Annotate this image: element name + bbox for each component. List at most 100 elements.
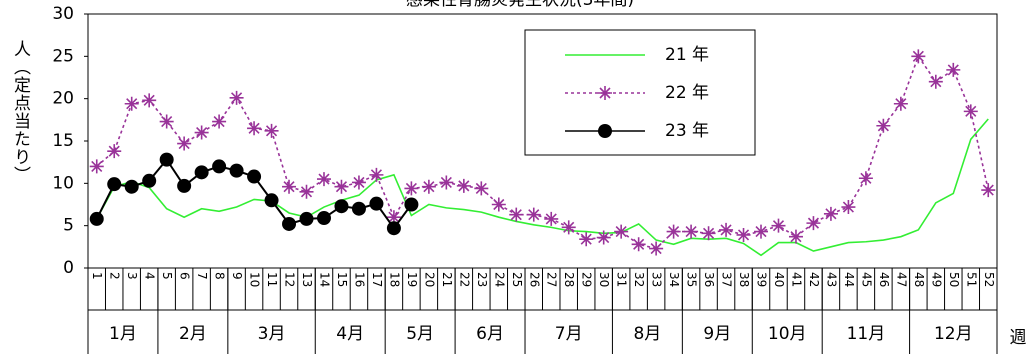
- month-label: 2月: [179, 324, 207, 344]
- x-tick-label: 44: [842, 272, 856, 287]
- marker-star: [893, 96, 908, 111]
- month-label: 5月: [406, 324, 434, 344]
- marker-star: [229, 90, 244, 105]
- x-tick-label: 36: [702, 272, 716, 287]
- x-tick-label: 21: [440, 272, 454, 287]
- marker-star: [299, 184, 314, 199]
- x-tick-label: 17: [370, 272, 384, 287]
- x-tick-label: 33: [650, 272, 664, 287]
- x-tick-label: 27: [545, 272, 559, 287]
- x-tick-label: 45: [859, 272, 873, 287]
- marker-star: [858, 171, 873, 186]
- x-tick-label: 24: [492, 272, 506, 287]
- legend-label: 22 年: [665, 83, 709, 103]
- marker-circle: [159, 152, 174, 167]
- marker-star: [719, 222, 734, 237]
- marker-circle: [229, 163, 244, 178]
- x-tick-label: 15: [335, 272, 349, 287]
- x-tick-label: 6: [178, 272, 192, 280]
- x-tick-label: 37: [720, 272, 734, 287]
- marker-star: [404, 181, 419, 196]
- x-tick-label: 1: [90, 272, 104, 280]
- marker-circle: [369, 196, 384, 211]
- x-tick-label: 47: [894, 272, 908, 287]
- x-tick-label: 41: [789, 272, 803, 287]
- marker-circle: [142, 173, 157, 188]
- y-tick-label: 25: [52, 46, 74, 66]
- series-line: [96, 54, 990, 250]
- x-tick-label: 39: [755, 272, 769, 287]
- marker-star: [334, 179, 349, 194]
- x-tick-label: 48: [912, 272, 926, 287]
- marker-circle: [194, 165, 209, 180]
- x-tick-label: 51: [964, 272, 978, 287]
- y-axis-label: 人（定点当たり）: [10, 40, 31, 184]
- marker-star: [351, 175, 366, 190]
- month-label: 6月: [476, 324, 504, 344]
- month-label: 7月: [555, 324, 583, 344]
- marker-star: [841, 200, 856, 215]
- x-tick-label: 26: [527, 272, 541, 287]
- marker-circle: [316, 211, 331, 226]
- legend-marker: [598, 86, 612, 100]
- month-label: 3月: [258, 324, 286, 344]
- x-tick-label: 35: [685, 272, 699, 287]
- month-label: 10月: [768, 324, 807, 344]
- x-tick-label: 32: [632, 272, 646, 287]
- marker-star: [369, 167, 384, 182]
- x-tick-label: 10: [248, 272, 262, 287]
- marker-star: [946, 62, 961, 77]
- marker-star: [142, 93, 157, 108]
- marker-star: [159, 114, 174, 129]
- marker-star: [911, 49, 926, 64]
- marker-star: [124, 96, 139, 111]
- marker-star: [614, 224, 629, 239]
- marker-circle: [247, 169, 262, 184]
- marker-star: [684, 224, 699, 239]
- marker-star: [177, 136, 192, 151]
- marker-star: [963, 104, 978, 119]
- marker-star: [544, 211, 559, 226]
- x-tick-label: 5: [160, 272, 174, 280]
- marker-star: [509, 207, 524, 222]
- x-tick-label: 18: [387, 272, 401, 287]
- marker-star: [788, 229, 803, 244]
- marker-star: [439, 175, 454, 190]
- marker-star: [579, 232, 594, 247]
- marker-star: [771, 218, 786, 233]
- x-tick-label: 2: [108, 272, 122, 280]
- x-tick-label: 46: [877, 272, 891, 287]
- x-tick-label: 42: [807, 272, 821, 287]
- x-tick-label: 29: [580, 272, 594, 287]
- marker-star: [474, 181, 489, 196]
- y-tick-label: 20: [52, 89, 74, 109]
- x-tick-label: 34: [667, 272, 681, 287]
- x-tick-label: 9: [230, 272, 244, 280]
- x-tick-label: 13: [300, 272, 314, 287]
- x-tick-label: 20: [422, 272, 436, 287]
- x-tick-label: 25: [510, 272, 524, 287]
- x-tick-label: 49: [929, 272, 943, 287]
- marker-star: [107, 144, 122, 159]
- marker-star: [386, 210, 401, 225]
- marker-star: [421, 179, 436, 194]
- marker-star: [89, 159, 104, 174]
- legend-label: 21 年: [665, 45, 709, 65]
- month-label: 11月: [847, 324, 886, 344]
- marker-star: [754, 224, 769, 239]
- x-axis-label: 週: [1010, 328, 1027, 348]
- marker-star: [649, 241, 664, 256]
- marker-star: [736, 227, 751, 242]
- marker-circle: [124, 179, 139, 194]
- x-tick-label: 4: [143, 272, 157, 280]
- x-tick-label: 22: [457, 272, 471, 287]
- marker-circle: [264, 193, 279, 208]
- marker-star: [491, 197, 506, 212]
- x-tick-label: 7: [195, 272, 209, 280]
- legend-label: 23 年: [665, 121, 709, 141]
- x-tick-label: 43: [824, 272, 838, 287]
- marker-circle: [386, 221, 401, 236]
- legend-marker: [598, 124, 612, 138]
- y-tick-label: 15: [52, 131, 74, 151]
